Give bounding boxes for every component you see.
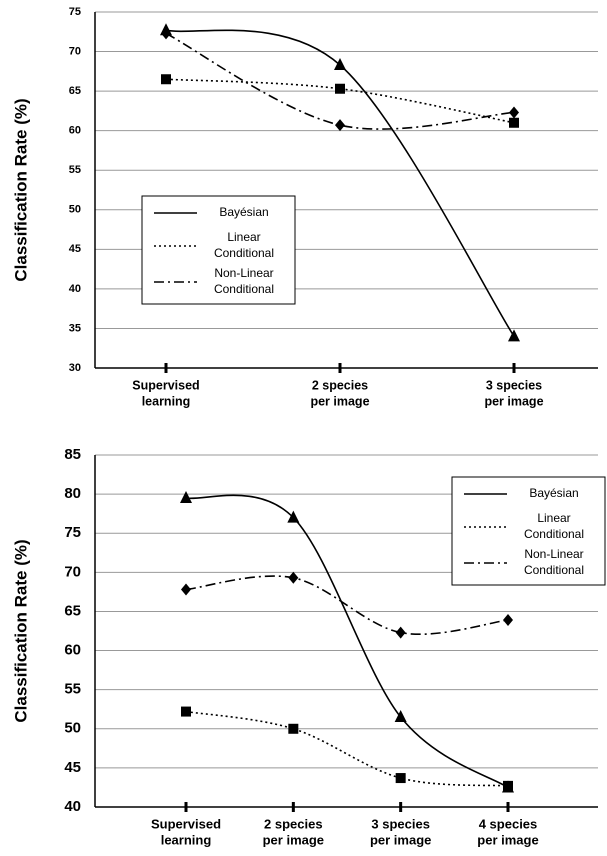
x-tick-label: per image <box>370 832 431 847</box>
y-tick-label: 40 <box>69 283 81 295</box>
y-tick-label: 45 <box>64 759 81 776</box>
legend-label: Conditional <box>524 527 584 541</box>
marker <box>288 723 299 734</box>
legend-box <box>451 476 606 586</box>
y-axis-label: Classification Rate (%) <box>11 98 30 281</box>
y-tick-label: 70 <box>69 45 81 57</box>
marker <box>335 83 345 94</box>
y-tick-label: 55 <box>69 164 81 176</box>
y-tick-label: 85 <box>64 446 81 463</box>
series-line <box>185 494 509 789</box>
legend-label: Conditional <box>524 563 584 577</box>
series-line <box>165 32 515 130</box>
marker <box>334 58 346 71</box>
x-tick-label: Supervised <box>132 378 199 392</box>
y-tick-label: 40 <box>64 798 81 815</box>
legend-label: Conditional <box>214 282 274 296</box>
series-line <box>185 710 509 787</box>
marker <box>181 706 191 717</box>
marker <box>508 329 520 342</box>
marker <box>509 117 519 128</box>
marker <box>161 74 171 85</box>
y-tick-label: 35 <box>69 322 81 334</box>
marker <box>180 491 192 504</box>
y-tick-label: 60 <box>64 642 81 659</box>
marker <box>287 510 300 523</box>
y-tick-label: 30 <box>69 362 81 374</box>
y-tick-label: 65 <box>69 85 81 97</box>
y-tick-label: 50 <box>64 720 81 737</box>
x-tick-label: 2 species <box>312 378 368 392</box>
x-tick-label: per image <box>484 394 543 408</box>
y-tick-label: 75 <box>64 524 81 541</box>
marker <box>509 106 519 119</box>
legend-label: Bayésian <box>219 205 268 219</box>
marker <box>161 27 171 40</box>
x-tick-label: 3 species <box>486 378 542 392</box>
marker <box>395 773 406 784</box>
legend-label: Linear <box>227 230 260 244</box>
marker <box>503 614 513 627</box>
marker <box>288 571 299 584</box>
y-tick-label: 65 <box>64 602 81 619</box>
marker <box>335 119 345 132</box>
legend-box <box>141 195 296 305</box>
x-tick-label: per image <box>263 832 324 847</box>
x-tick-label: 3 species <box>371 816 430 831</box>
y-tick-label: 80 <box>64 485 81 502</box>
y-tick-label: 45 <box>69 243 81 255</box>
x-tick-label: learning <box>142 394 191 408</box>
y-axis-label: Classification Rate (%) <box>11 539 30 722</box>
y-tick-label: 70 <box>64 563 81 580</box>
legend-label: Non-Linear <box>214 266 273 280</box>
x-tick-label: 2 species <box>264 816 323 831</box>
marker <box>503 780 513 791</box>
marker <box>181 583 191 596</box>
x-tick-label: 4 species <box>479 816 538 831</box>
x-tick-label: per image <box>310 394 369 408</box>
y-tick-label: 75 <box>69 6 81 18</box>
legend-label: Bayésian <box>529 486 578 500</box>
marker <box>394 710 407 723</box>
series-line <box>165 29 515 337</box>
marker <box>395 626 406 639</box>
x-tick-label: per image <box>477 832 538 847</box>
x-tick-label: learning <box>161 832 212 847</box>
y-tick-label: 50 <box>69 204 81 216</box>
legend-label: Non-Linear <box>524 547 583 561</box>
y-tick-label: 55 <box>64 681 81 698</box>
y-tick-label: 60 <box>69 125 81 137</box>
series-line <box>165 78 515 124</box>
legend-label: Linear <box>537 511 570 525</box>
legend-label: Conditional <box>214 246 274 260</box>
x-tick-label: Supervised <box>151 816 221 831</box>
series-line <box>185 575 509 636</box>
